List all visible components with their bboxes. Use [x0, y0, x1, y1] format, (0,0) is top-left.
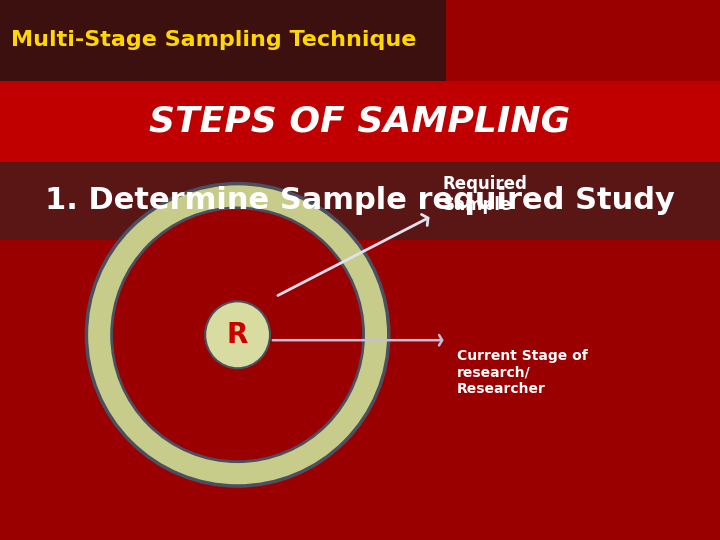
Text: 1. Determine Sample required Study: 1. Determine Sample required Study: [45, 186, 675, 215]
Bar: [0, 0, 446, 81]
Text: Multi-Stage Sampling Technique: Multi-Stage Sampling Technique: [11, 30, 416, 51]
Ellipse shape: [205, 301, 270, 368]
Text: R: R: [227, 321, 248, 349]
Ellipse shape: [112, 208, 364, 462]
Bar: [0, 81, 720, 162]
Bar: [0, 162, 720, 240]
Text: Required
Sample: Required Sample: [443, 175, 528, 214]
Text: Current Stage of
research/
Researcher: Current Stage of research/ Researcher: [457, 349, 588, 396]
Ellipse shape: [86, 184, 389, 486]
Text: STEPS OF SAMPLING: STEPS OF SAMPLING: [149, 105, 571, 138]
